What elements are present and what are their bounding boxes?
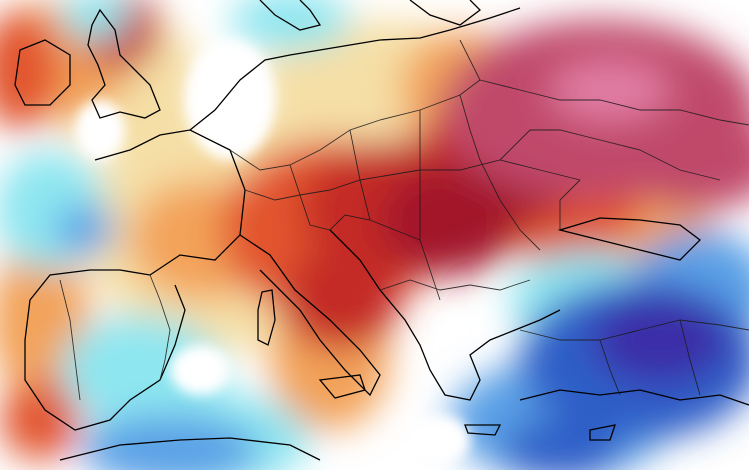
country-borders — [59, 39, 749, 401]
coastlines — [14, 0, 749, 461]
cold-mid-region — [55, 205, 115, 255]
cold-deep-region — [590, 295, 730, 385]
